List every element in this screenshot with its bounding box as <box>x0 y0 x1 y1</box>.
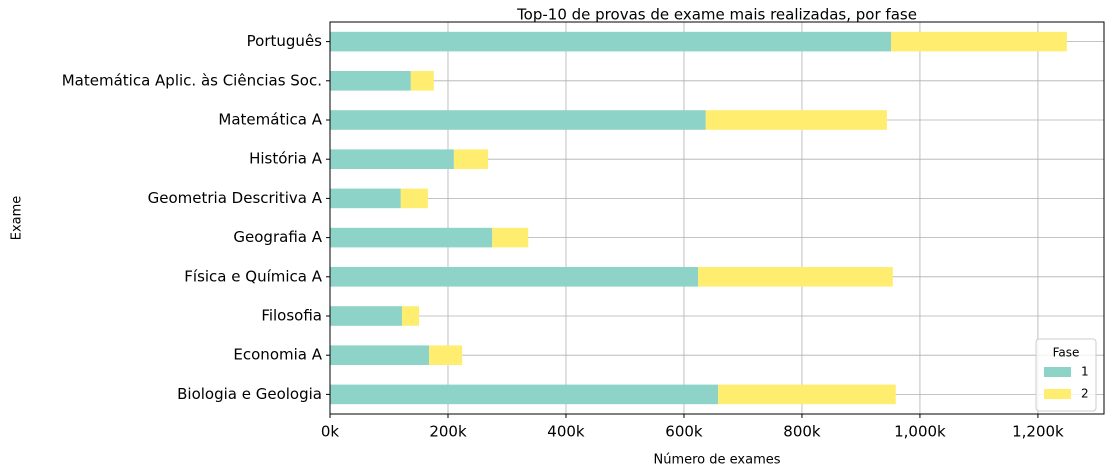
plot-frame <box>329 21 1105 415</box>
y-tick-label: Matemática Aplic. às Ciências Soc. <box>62 71 322 89</box>
legend-label: 1 <box>1081 365 1089 379</box>
x-tick-label: 1,200k <box>1012 423 1064 441</box>
bar-segment <box>453 149 489 169</box>
bar-segment <box>330 31 892 52</box>
bar-segment <box>330 188 401 209</box>
bar-segment <box>718 384 896 405</box>
bar-segment <box>330 345 430 365</box>
bar-segment <box>330 306 402 326</box>
x-tick-label: 800k <box>783 423 821 441</box>
y-tick-label: Português <box>247 32 323 50</box>
x-tick-label: 200k <box>429 423 467 441</box>
y-tick-label: Geografia A <box>233 228 322 246</box>
x-tick-label: 0k <box>321 423 340 441</box>
bar-segment <box>330 149 454 169</box>
y-tick-label: Geometria Descritiva A <box>148 189 323 207</box>
legend-swatch <box>1044 389 1071 399</box>
bar-segment <box>698 267 893 287</box>
y-tick-label: Matemática A <box>218 111 322 129</box>
bar-segment <box>891 31 1067 52</box>
x-tick-label: 400k <box>547 423 585 441</box>
legend-label: 2 <box>1081 387 1089 401</box>
bar-segment <box>330 227 493 248</box>
bar-segment <box>492 227 529 248</box>
x-axis-label: Número de exames <box>653 453 780 468</box>
bar-segment <box>330 384 719 405</box>
chart-title: Top-10 de provas de exame mais realizada… <box>516 6 917 24</box>
x-tick-label: 600k <box>665 423 703 441</box>
bar-segment <box>410 71 434 91</box>
bar-segment <box>705 110 887 130</box>
bar-segment <box>429 345 463 365</box>
bar-segment <box>401 306 420 326</box>
legend-swatch <box>1044 367 1071 377</box>
y-axis-label: Exame <box>10 196 25 241</box>
bar-segment <box>330 110 706 130</box>
x-tick-label: 1,000k <box>894 423 946 441</box>
y-tick-label: Economia A <box>233 346 322 364</box>
legend-title: Fase <box>1053 346 1080 360</box>
y-tick-label: História A <box>249 150 323 168</box>
y-tick-label: Física e Química A <box>184 267 322 285</box>
bar-segment <box>330 71 411 91</box>
y-tick-label: Filosofia <box>261 307 322 325</box>
y-tick-label: Biologia e Geologia <box>177 385 322 403</box>
bar-segment <box>400 188 428 209</box>
bar-segment <box>330 267 699 287</box>
